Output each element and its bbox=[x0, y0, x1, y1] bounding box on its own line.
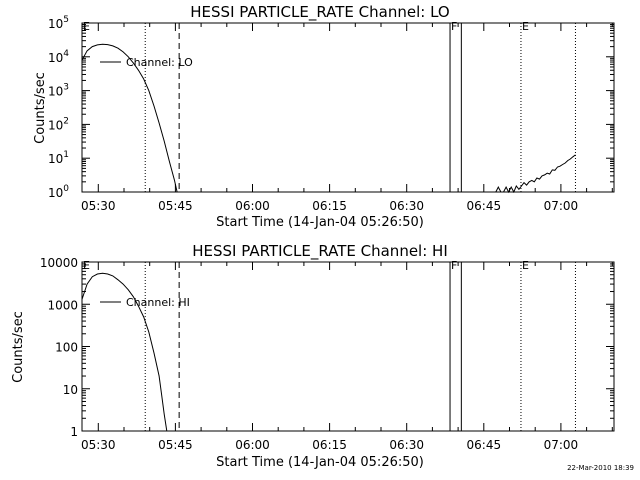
series-line bbox=[495, 186, 502, 193]
marker-label: E bbox=[83, 259, 90, 272]
x-tick-label: 06:00 bbox=[235, 199, 270, 213]
y-tick-label: 104 bbox=[48, 49, 69, 65]
generated-timestamp: 22-Mar-2010 18:39 bbox=[567, 464, 634, 472]
plot-frame bbox=[81, 22, 615, 193]
marker-label: E bbox=[522, 259, 529, 272]
x-axis-label: Start Time (14-Jan-04 05:26:50) bbox=[216, 455, 424, 470]
x-tick-label: 06:45 bbox=[467, 438, 502, 452]
x-tick-label: 05:30 bbox=[81, 199, 116, 213]
marker-label: E bbox=[83, 20, 90, 33]
marker-label: E bbox=[522, 20, 529, 33]
x-tick-label: 05:30 bbox=[81, 438, 116, 452]
y-tick-label: 101 bbox=[48, 150, 69, 166]
legend-label: Channel: LO bbox=[126, 56, 193, 69]
series-line bbox=[503, 154, 576, 194]
x-tick-label: 06:15 bbox=[312, 438, 347, 452]
series-line bbox=[81, 43, 178, 193]
y-tick-label: 100 bbox=[48, 184, 69, 200]
plot-frame bbox=[81, 261, 615, 432]
y-tick-label: 103 bbox=[48, 83, 69, 99]
chart-panel-1: HESSI PARTICLE_RATE Channel: LO Start Tim… bbox=[33, 3, 615, 230]
x-tick-label: 07:00 bbox=[544, 438, 579, 452]
chart-title: HESSI PARTICLE_RATE Channel: HI bbox=[192, 242, 448, 261]
x-tick-label: 06:30 bbox=[389, 199, 424, 213]
marker-label: F bbox=[451, 20, 457, 33]
legend-label: Channel: HI bbox=[126, 296, 190, 309]
x-axis-label: Start Time (14-Jan-04 05:26:50) bbox=[216, 215, 424, 230]
series-line bbox=[81, 272, 168, 432]
y-tick-label: 100 bbox=[55, 341, 78, 355]
marker-label: F bbox=[451, 259, 457, 272]
x-tick-label: 06:00 bbox=[235, 438, 270, 452]
chart-title: HESSI PARTICLE_RATE Channel: LO bbox=[190, 3, 449, 22]
y-tick-label: 105 bbox=[48, 15, 69, 31]
chart-panel-2: HESSI PARTICLE_RATE Channel: HI Start Tim… bbox=[11, 242, 615, 470]
y-axis-label: Counts/sec bbox=[33, 72, 48, 144]
y-axis-label: Counts/sec bbox=[11, 311, 26, 383]
x-tick-label: 06:30 bbox=[389, 438, 424, 452]
y-tick-label: 1 bbox=[70, 425, 78, 439]
y-tick-label: 10 bbox=[63, 383, 78, 397]
y-tick-label: 102 bbox=[48, 116, 69, 132]
x-tick-label: 06:15 bbox=[312, 199, 347, 213]
x-tick-label: 07:00 bbox=[544, 199, 579, 213]
x-tick-label: 06:45 bbox=[467, 199, 502, 213]
x-tick-label: 05:45 bbox=[158, 199, 193, 213]
x-tick-label: 05:45 bbox=[158, 438, 193, 452]
y-tick-label: 1000 bbox=[47, 298, 78, 312]
y-tick-label: 10000 bbox=[40, 256, 78, 270]
